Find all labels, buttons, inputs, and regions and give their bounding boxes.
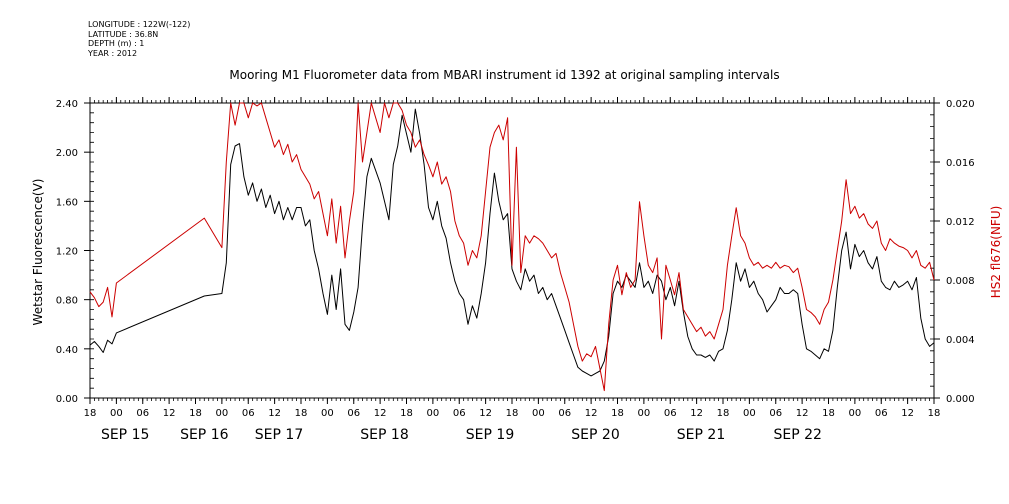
x-tick-label: 12 [268,408,281,419]
x-tick-label: 06 [453,408,466,419]
x-tick-label: 00 [110,408,123,419]
x-tick-label: 18 [84,408,97,419]
y-left-tick-label: 0.40 [56,345,78,356]
x-tick-label: 12 [585,408,598,419]
x-tick-label: 06 [558,408,571,419]
x-date-label: SEP 18 [360,427,408,443]
x-tick-label: 18 [717,408,730,419]
series-line-hs2-fl676 [89,102,935,392]
x-tick-label: 06 [664,408,677,419]
y-right-tick-label: 0.012 [946,217,975,228]
x-date-label: SEP 17 [255,427,303,443]
x-tick-label: 06 [347,408,360,419]
mooring-metadata: LONGITUDE : 122W(-122) LATITUDE : 36.8N DE… [88,20,190,58]
x-tick-label: 12 [796,408,809,419]
x-date-label: SEP 21 [677,427,725,443]
y-left-tick-label: 0.80 [56,296,78,307]
x-tick-label: 06 [769,408,782,419]
x-date-label: SEP 15 [101,427,149,443]
series-line-wetstar [89,108,935,377]
meta-latitude: LATITUDE : 36.8N [88,29,159,39]
x-tick-label: 00 [532,408,545,419]
y-right-minor-ticks [930,102,934,399]
x-tick-label: 18 [189,408,202,419]
y-left-tick-label: 2.40 [56,99,78,110]
x-tick-label: 00 [638,408,651,419]
x-tick-label: 12 [479,408,492,419]
y-left-tick-label: 1.20 [56,247,78,258]
y-left-minor-ticks [90,102,94,399]
x-tick-label: 18 [611,408,624,419]
chart-series [89,102,935,392]
meta-year: YEAR : 2012 [88,48,138,58]
y-left-tick-label: 0.00 [56,394,78,405]
y-axis-label-right: HS2 fl676(NFU) [989,206,1003,299]
x-tick-label: 18 [822,408,835,419]
y-left-tick-label: 1.60 [56,197,78,208]
x-date-label: SEP 22 [774,427,822,443]
y-right-tick-label: 0.000 [946,394,975,405]
y-right-tick-label: 0.020 [946,99,975,110]
chart-axes: 18 00 06 12 18 00 06 12 18 00 06 12 18 00 06 12 18 00 06 12… [56,97,975,443]
meta-longitude: LONGITUDE : 122W(-122) [88,20,191,29]
y-right-tick-label: 0.008 [946,276,975,287]
y-left-tick-label: 2.00 [56,148,78,159]
meta-depth: DEPTH (m) : 1 [88,39,145,48]
x-tick-label: 12 [901,408,914,419]
x-tick-label: 06 [242,408,255,419]
x-tick-label: 18 [928,408,941,419]
y-axis-label-left: Wetstar Fluorescence(V) [31,179,45,326]
x-date-label: SEP 19 [466,427,514,443]
x-tick-label: 12 [374,408,387,419]
x-tick-label: 06 [136,408,149,419]
x-tick-label: 00 [427,408,440,419]
y-right-tick-label: 0.016 [946,158,975,169]
x-tick-label: 18 [506,408,519,419]
x-date-label: SEP 20 [571,427,619,443]
x-tick-label: 00 [849,408,862,419]
x-tick-label: 18 [295,408,308,419]
x-tick-label: 00 [743,408,756,419]
x-tick-label: 18 [400,408,413,419]
x-tick-label: 12 [690,408,703,419]
x-tick-label: 06 [875,408,888,419]
chart-title: Mooring M1 Fluorometer data from MBARI i… [229,68,780,82]
y-right-tick-label: 0.004 [946,335,975,346]
x-tick-label: 00 [321,408,334,419]
x-tick-label: 00 [216,408,229,419]
x-date-label: SEP 16 [180,427,229,443]
x-tick-label: 12 [163,408,176,419]
